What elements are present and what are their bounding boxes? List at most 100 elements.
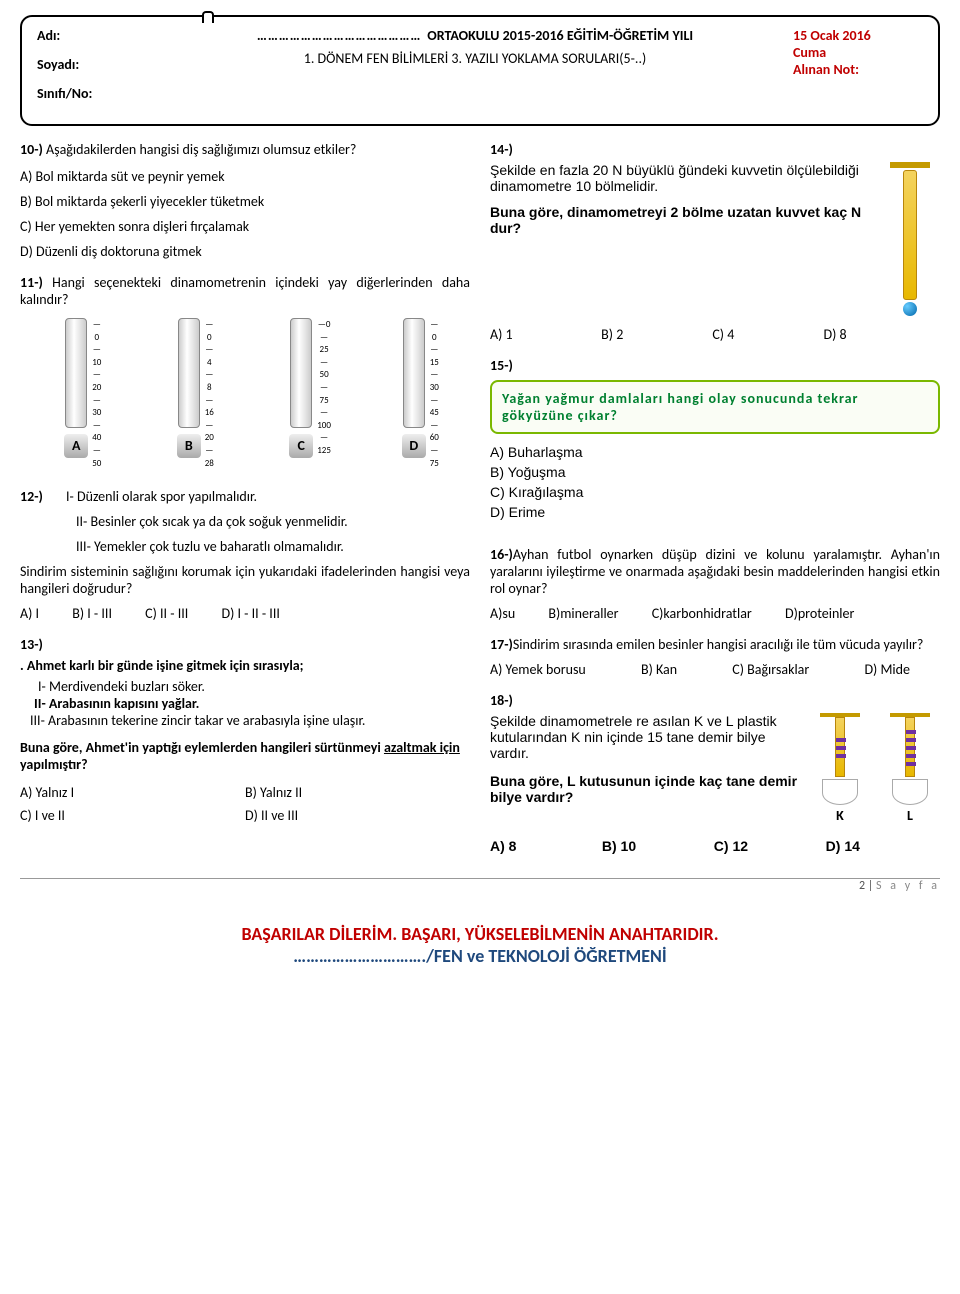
q13-stem1: Buna göre, Ahmet'in yaptığı eylemlerden … <box>20 739 384 756</box>
q14: 14-) Şekilde en fazla 20 N büyüklü ğünde… <box>490 141 940 343</box>
q14-c: C) 4 <box>712 326 820 343</box>
field-soyadi: Soyadı: <box>37 56 157 73</box>
q14-num: 14-) <box>490 141 940 158</box>
school-dots: ……………………………………… <box>257 27 421 44</box>
page-number: 2 | S a y f a <box>20 878 940 893</box>
left-col: 10-) Aşağıdakilerden hangisi diş sağlığı… <box>20 141 470 868</box>
q10-b: B) Bol miktarda şekerli yiyecekler tüket… <box>20 193 470 210</box>
q10-d: D) Düzenli diş doktoruna gitmek <box>20 243 470 260</box>
q12-num: 12-) <box>20 488 43 505</box>
header-box: Adı: Soyadı: Sınıfı/No: ……………………………………… … <box>20 15 940 126</box>
q11-dyno-B: —0—4—8—16—20—28B <box>159 318 219 458</box>
q11: 11-) Hangi seçenekteki dinamometrenin iç… <box>20 274 470 458</box>
q14-dyno <box>880 162 940 316</box>
q13-i: I- Merdivendeki buzları söker. <box>38 678 470 695</box>
q18-p1: Şekilde dinamometrele re asılan K ve L p… <box>490 713 800 761</box>
q13-b: B) Yalnız II <box>245 784 470 801</box>
q12-ii: II- Besinler çok sıcak ya da çok soğuk y… <box>76 513 470 530</box>
page-n: 2 | <box>859 879 876 893</box>
q14-p1: Şekilde en fazla 20 N büyüklü ğündeki ku… <box>490 162 940 194</box>
q15-c: C) Kırağılaşma <box>490 484 940 500</box>
q16-opts: A)su B)mineraller C)karbonhidratlar D)pr… <box>490 605 940 622</box>
q12-iii: III- Yemekler çok tuzlu ve baharatlı olm… <box>76 538 470 555</box>
q12-a: A) I <box>20 605 39 622</box>
footer: BAŞARILAR DİLERİM. BAŞARI, YÜKSELEBİLMEN… <box>20 923 940 967</box>
q16: 16-)Ayhan futbol oynarken düşüp dizini v… <box>490 546 940 622</box>
q12-opts: A) I B) I - III C) II - III D) I - II - … <box>20 605 470 622</box>
q16-text: Ayhan futbol oynarken düşüp dizini ve ko… <box>490 546 940 597</box>
q13-intro: Ahmet karlı bir günde işine gitmek için … <box>27 657 304 674</box>
q14-a: A) 1 <box>490 326 598 343</box>
q12-b: B) I - III <box>72 605 112 622</box>
q12: 12-) I- Düzenli olarak spor yapılmalıdır… <box>20 488 470 622</box>
q17-c: C) Bağırsaklar <box>732 661 809 678</box>
exam-line: 1. DÖNEM FEN BİLİMLERİ 3. YAZILI YOKLAMA… <box>304 50 647 67</box>
q14-d: D) 8 <box>824 326 932 343</box>
q11-dyno-A: —0—10—20—30—40—50A <box>46 318 106 458</box>
q13-a: A) Yalnız I <box>20 784 245 801</box>
student-fields: Adı: Soyadı: Sınıfı/No: <box>37 27 157 114</box>
q13: 13-) . Ahmet karlı bir günde işine gitme… <box>20 636 470 827</box>
teacher-dots: …………………………. <box>293 945 426 967</box>
wish-text: BAŞARILAR DİLERİM. BAŞARI, YÜKSELEBİLMEN… <box>20 923 940 945</box>
date: 15 Ocak 2016 <box>793 27 923 44</box>
q18-d: D) 14 <box>826 838 934 854</box>
right-col: 14-) Şekilde en fazla 20 N büyüklü ğünde… <box>490 141 940 868</box>
q15-b: B) Yoğuşma <box>490 464 940 480</box>
q18: 18-) Şekilde dinamometrele re asılan K v… <box>490 692 940 854</box>
q10-a: A) Bol miktarda süt ve peynir yemek <box>20 168 470 185</box>
q13-stem-u: azaltmak için <box>384 739 460 756</box>
teacher-line: …………………………./FEN ve TEKNOLOJİ ÖĞRETMENİ <box>20 945 940 967</box>
q16-num: 16-) <box>490 546 513 563</box>
q11-num: 11-) <box>20 274 43 291</box>
clip-decor <box>202 11 214 23</box>
q18-l-label: L <box>880 807 940 824</box>
q13-d: D) II ve III <box>245 807 470 824</box>
content: 10-) Aşağıdakilerden hangisi diş sağlığı… <box>20 141 940 868</box>
school-suffix: ORTAOKULU 2015-2016 EĞİTİM-ÖĞRETİM YILI <box>427 27 693 44</box>
day: Cuma <box>793 44 923 61</box>
right-info: 15 Ocak 2016 Cuma Alınan Not: <box>793 27 923 78</box>
q11-dyno-C: —0—25—50—75—100—125C <box>271 318 331 458</box>
q17-d: D) Mide <box>864 661 910 678</box>
q18-dyno-k: K <box>810 713 870 824</box>
q11-text: Hangi seçenekteki dinamometrenin içindek… <box>20 274 470 308</box>
q15-d: D) Erime <box>490 504 940 520</box>
q13-c: C) I ve II <box>20 807 245 824</box>
q12-c: C) II - III <box>145 605 188 622</box>
q18-b: B) 10 <box>602 838 710 854</box>
q11-dyno-D: —0—15—30—45—60—75D <box>384 318 444 458</box>
q16-b: B)mineraller <box>548 605 618 622</box>
q13-num: 13-) <box>20 636 470 653</box>
q10-text: Aşağıdakilerden hangisi diş sağlığımızı … <box>46 141 356 158</box>
q14-opts: A) 1 B) 2 C) 4 D) 8 <box>490 316 940 343</box>
q14-b: B) 2 <box>601 326 709 343</box>
teacher-title: /FEN ve TEKNOLOJİ ÖĞRETMENİ <box>426 945 667 967</box>
q15-a: A) Buharlaşma <box>490 444 940 460</box>
q14-p2: Buna göre, dinamometreyi 2 bölme uzatan … <box>490 204 940 236</box>
q17-a: A) Yemek borusu <box>490 661 586 678</box>
q15-box: Yağan yağmur damlaları hangi olay sonucu… <box>490 380 940 434</box>
q12-stem: Sindirim sisteminin sağlığını korumak iç… <box>20 563 470 597</box>
q16-d: D)proteinler <box>785 605 854 622</box>
q15: 15-) Yağan yağmur damlaları hangi olay s… <box>490 357 940 520</box>
q13-ii: II- Arabasının kapısını yağlar. <box>34 695 470 712</box>
field-sinif: Sınıfı/No: <box>37 85 157 102</box>
q18-c: C) 12 <box>714 838 822 854</box>
q18-k-label: K <box>810 807 870 824</box>
q13-stem: Buna göre, Ahmet'in yaptığı eylemlerden … <box>20 739 470 773</box>
grade-label: Alınan Not: <box>793 61 923 78</box>
q15-num: 15-) <box>490 357 940 374</box>
q12-i: I- Düzenli olarak spor yapılmalıdır. <box>66 488 257 505</box>
q17-b: B) Kan <box>641 661 677 678</box>
q17-num: 17-) <box>490 636 513 653</box>
q13-stem2: yapılmıştır? <box>20 756 88 773</box>
q10: 10-) Aşağıdakilerden hangisi diş sağlığı… <box>20 141 470 260</box>
q16-a: A)su <box>490 605 515 622</box>
q10-num: 10-) <box>20 141 43 158</box>
q18-p2: Buna göre, L kutusunun içinde kaç tane d… <box>490 773 800 805</box>
q11-dynos: —0—10—20—30—40—50A —0—4—8—16—20—28B —0—25—… <box>20 318 470 458</box>
q18-num: 18-) <box>490 692 940 709</box>
q17-opts: A) Yemek borusu B) Kan C) Bağırsaklar D)… <box>490 661 940 678</box>
q17-text: Sindirim sırasında emilen besinler hangi… <box>513 636 924 653</box>
